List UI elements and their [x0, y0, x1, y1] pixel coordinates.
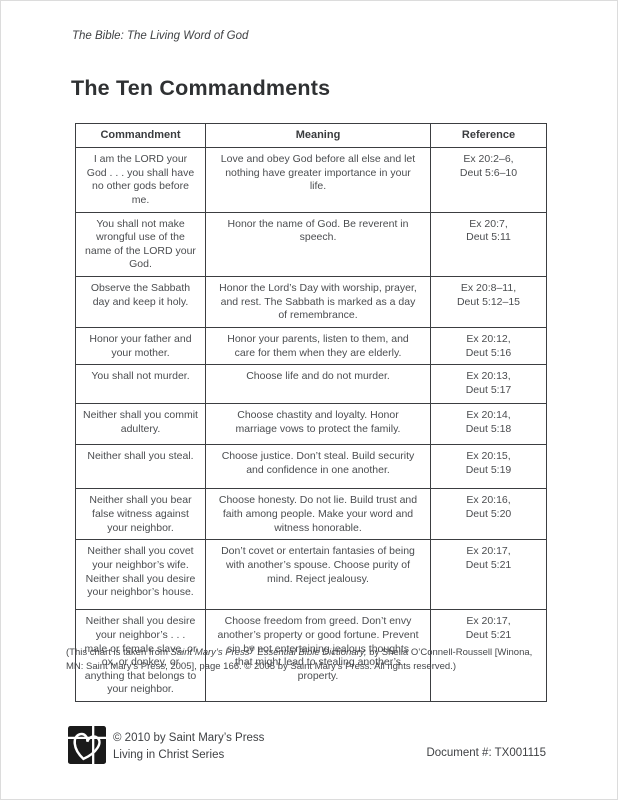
meaning-cell: Choose honesty. Do not lie. Build trust …: [205, 488, 431, 541]
table-row: You shall not make wrongful use of the n…: [75, 211, 547, 278]
column-header-reference: Reference: [430, 123, 547, 148]
reference-cell: Ex 20:17, Deut 5:21: [430, 609, 547, 703]
reference-cell: Ex 20:8–11, Deut 5:12–15: [430, 276, 547, 329]
reference-cell: Ex 20:14, Deut 5:18: [430, 403, 547, 446]
reference-cell: Ex 20:7, Deut 5:11: [430, 211, 547, 278]
reference-cell: Ex 20:15, Deut 5:19: [430, 444, 547, 490]
reference-cell: Ex 20:17, Deut 5:21: [430, 539, 547, 611]
document-header: The Bible: The Living Word of God: [72, 30, 249, 42]
meaning-cell: Choose justice. Don’t steal. Build secur…: [205, 444, 431, 490]
page-title: The Ten Commandments: [71, 76, 331, 100]
commandment-cell: Neither shall you desire your neighbor’s…: [75, 609, 206, 703]
meaning-cell: Choose life and do not murder.: [205, 364, 431, 405]
table-row: Observe the Sabbath day and keep it holy…: [75, 276, 547, 329]
reference-cell: Ex 20:16, Deut 5:20: [430, 488, 547, 541]
footnote-book-title-italic: Essential Bible Dictionary,: [254, 647, 367, 658]
column-header-meaning: Meaning: [205, 123, 431, 148]
footer-text-block: © 2010 by Saint Mary’s Press Living in C…: [113, 730, 264, 764]
table-row: I am the LORD your God . . . you shall h…: [75, 147, 547, 213]
table-row: Neither shall you covet your neighbor’s …: [75, 539, 547, 611]
source-footnote: (This chart is taken from Saint Mary’s P…: [66, 646, 552, 675]
table-row: You shall not murder. Choose life and do…: [75, 364, 547, 405]
reference-cell: Ex 20:2–6, Deut 5:6–10: [430, 147, 547, 213]
column-header-commandment: Commandment: [75, 123, 206, 148]
commandment-cell: Neither shall you commit adultery.: [75, 403, 206, 446]
commandment-cell: Neither shall you bear false witness aga…: [75, 488, 206, 541]
series-line: Living in Christ Series: [113, 749, 225, 761]
ten-commandments-table: Commandment Meaning Reference I am the L…: [75, 123, 547, 703]
registered-trademark-symbol: ®: [249, 645, 255, 653]
meaning-cell: Love and obey God before all else and le…: [205, 147, 431, 213]
meaning-cell: Choose freedom from greed. Don’t envy an…: [205, 609, 431, 703]
table-row: Neither shall you commit adultery. Choos…: [75, 403, 547, 446]
saint-marys-press-logo-icon: [68, 726, 106, 764]
meaning-cell: Don’t covet or entertain fantasies of be…: [205, 539, 431, 611]
table-row: Honor your father and your mother. Honor…: [75, 327, 547, 366]
copyright-line: © 2010 by Saint Mary’s Press: [113, 732, 265, 744]
commandment-cell: Observe the Sabbath day and keep it holy…: [75, 276, 206, 329]
meaning-cell: Choose chastity and loyalty. Honor marri…: [205, 403, 431, 446]
table-row: Neither shall you steal. Choose justice.…: [75, 444, 547, 490]
commandment-cell: You shall not make wrongful use of the n…: [75, 211, 206, 278]
meaning-cell: Honor your parents, listen to them, and …: [205, 327, 431, 366]
commandment-cell: I am the LORD your God . . . you shall h…: [75, 147, 206, 213]
commandment-cell: Honor your father and your mother.: [75, 327, 206, 366]
footnote-lead-text: (This chart is taken from: [66, 647, 171, 658]
document-number: Document #: TX001115: [426, 747, 546, 759]
table-row: Neither shall you bear false witness aga…: [75, 488, 547, 541]
meaning-cell: Honor the name of God. Be reverent in sp…: [205, 211, 431, 278]
reference-cell: Ex 20:13, Deut 5:17: [430, 364, 547, 405]
table-row: Neither shall you desire your neighbor’s…: [75, 609, 547, 703]
commandment-cell: Neither shall you steal.: [75, 444, 206, 490]
footnote-trailing-text: by Sheila O’Connell-Roussell [Winona, MN…: [66, 647, 533, 673]
commandment-cell: Neither shall you covet your neighbor’s …: [75, 539, 206, 611]
meaning-cell: Honor the Lord’s Day with worship, praye…: [205, 276, 431, 329]
footnote-publisher-italic: Saint Mary’s Press: [170, 647, 250, 658]
reference-cell: Ex 20:12, Deut 5:16: [430, 327, 547, 366]
table-header-row: Commandment Meaning Reference: [75, 123, 547, 148]
commandment-cell: You shall not murder.: [75, 364, 206, 405]
